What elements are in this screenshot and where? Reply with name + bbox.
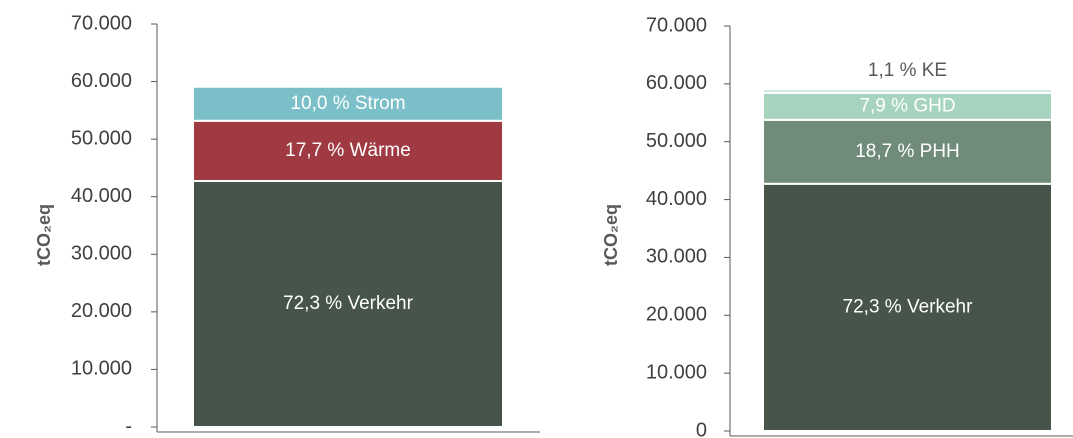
y-tick-label: 20.000	[646, 304, 707, 326]
segment-label: 7,9 % GHD	[859, 95, 955, 116]
y-axis-label: tCO₂eq	[34, 204, 54, 266]
y-tick-label: 70.000	[646, 14, 707, 36]
y-tick-label: 30.000	[71, 243, 132, 265]
segment-label: 18,7 % PHH	[855, 141, 960, 162]
y-tick-label: 30.000	[646, 246, 707, 268]
segment-label: 72,3 % Verkehr	[843, 296, 974, 317]
segment-label: 72,3 % Verkehr	[283, 293, 414, 314]
bar-segment	[762, 182, 1053, 432]
y-tick-label: 20.000	[71, 300, 132, 322]
y-tick-label: 40.000	[646, 188, 707, 210]
y-tick-label: -	[125, 415, 132, 437]
y-tick-label: 50.000	[71, 127, 132, 149]
bar-segment	[192, 85, 504, 122]
bar-segment	[762, 118, 1053, 185]
bar-segment	[762, 91, 1053, 121]
bar-segment	[192, 119, 504, 182]
y-tick-label: 0	[696, 419, 707, 438]
y-axis-label: tCO₂eq	[601, 204, 621, 266]
segment-label: 10,0 % Strom	[290, 93, 405, 114]
y-tick-label: 50.000	[646, 130, 707, 152]
y-tick-label: 40.000	[71, 185, 132, 207]
y-tick-label: 60.000	[646, 72, 707, 94]
bar-segment	[762, 88, 1053, 94]
segment-label: 1,1 % KE	[868, 60, 947, 81]
y-tick-label: 10.000	[646, 361, 707, 383]
y-tick-label: 60.000	[71, 70, 132, 92]
y-tick-label: 10.000	[71, 358, 132, 380]
segment-label: 17,7 % Wärme	[285, 140, 411, 161]
y-tick-label: 70.000	[71, 12, 132, 34]
